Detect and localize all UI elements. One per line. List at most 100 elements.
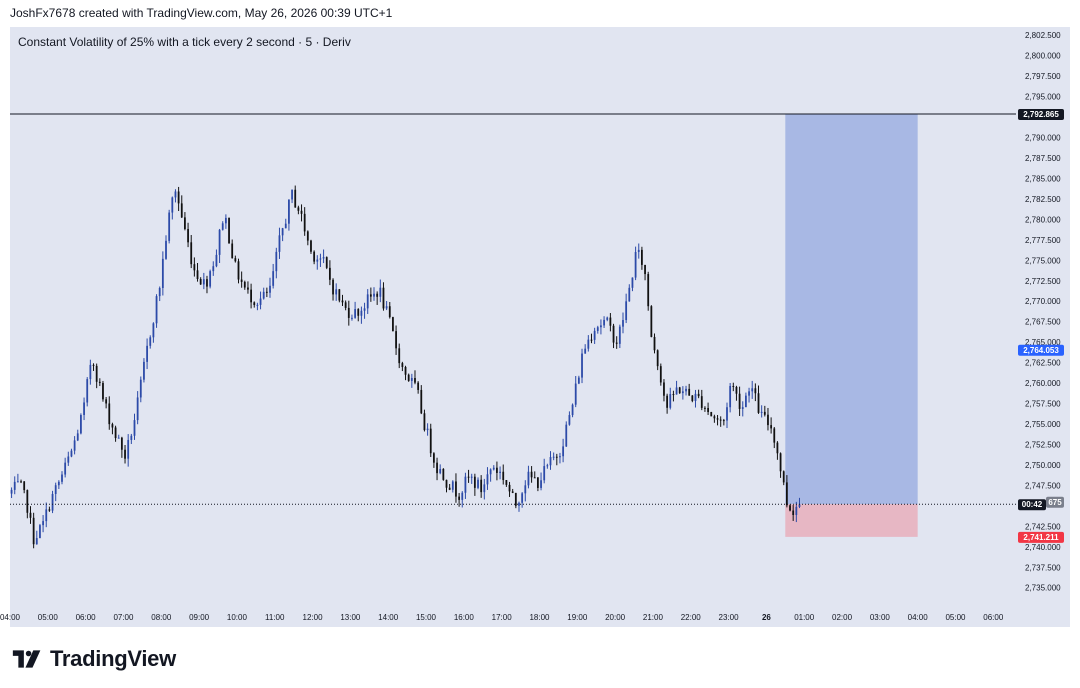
candle-body xyxy=(688,388,691,396)
price-tick-label: 2,767.500 xyxy=(1025,318,1061,327)
candle-body xyxy=(461,492,464,500)
candle-body xyxy=(735,386,738,394)
candle-body xyxy=(789,505,791,511)
price-tick-label: 2,785.000 xyxy=(1025,174,1061,183)
candle-body xyxy=(265,291,268,293)
candle-body xyxy=(470,476,473,478)
candle-body xyxy=(13,481,16,490)
candle-body xyxy=(388,306,391,318)
time-tick-label: 23:00 xyxy=(719,613,740,622)
candle-body xyxy=(455,481,457,497)
candle-body xyxy=(414,378,416,383)
candle-body xyxy=(344,302,347,308)
candle-body xyxy=(429,428,432,454)
price-tick-label: 2,757.500 xyxy=(1025,400,1061,409)
candle-body xyxy=(369,294,372,297)
candle-body xyxy=(511,491,514,493)
candle-body xyxy=(193,264,196,271)
stop-price-badge xyxy=(1018,531,1064,543)
candle-body xyxy=(628,287,631,302)
time-axis[interactable]: 04:00 05:00 06:00 07:00 08:00 09:00 10:00 11:00… xyxy=(0,613,1004,622)
candle-body xyxy=(729,386,732,408)
candle-body xyxy=(795,506,798,515)
candle-body xyxy=(653,336,656,351)
candle-body xyxy=(518,502,520,506)
candle-body xyxy=(577,377,580,384)
candle-body xyxy=(524,485,527,494)
candle-body xyxy=(67,456,70,463)
candle-body xyxy=(760,411,763,413)
time-tick-label: 21:00 xyxy=(643,613,664,622)
countdown-badge xyxy=(1018,499,1046,511)
position-tool[interactable] xyxy=(785,114,918,537)
time-tick-label: 18:00 xyxy=(529,613,550,622)
candle-body xyxy=(770,425,773,429)
candle-body xyxy=(237,261,240,280)
candle-body xyxy=(732,386,735,388)
stop-zone[interactable] xyxy=(785,504,918,537)
target-zone[interactable] xyxy=(785,114,918,505)
candle-body xyxy=(445,479,448,488)
candle-body xyxy=(666,395,669,408)
candle-body xyxy=(187,229,189,243)
price-tick-label: 2,770.000 xyxy=(1025,297,1061,306)
time-tick-label: 09:00 xyxy=(189,613,210,622)
price-tick-label: 2,797.500 xyxy=(1025,72,1061,81)
candle-body xyxy=(492,467,495,470)
candle-body xyxy=(218,229,221,255)
price-tick-label: 2,790.000 xyxy=(1025,134,1061,143)
candle-body xyxy=(240,279,243,282)
candle-body xyxy=(767,414,769,426)
target-price-badge xyxy=(1018,109,1064,121)
candle-body xyxy=(20,481,22,483)
candle-body xyxy=(565,424,568,447)
candle-body xyxy=(288,199,290,224)
candle-body xyxy=(451,481,454,490)
time-tick-label: 06:00 xyxy=(76,613,97,622)
candle-body xyxy=(152,323,155,338)
candle-body xyxy=(95,365,98,382)
tradingview-logo[interactable]: TradingView xyxy=(10,646,176,672)
candle-body xyxy=(338,289,341,301)
candle-body xyxy=(196,270,199,279)
candle-body xyxy=(496,467,498,473)
candle-body xyxy=(228,217,230,244)
candle-body xyxy=(224,217,227,224)
time-tick-label: 14:00 xyxy=(378,613,399,622)
candle-body xyxy=(536,477,539,488)
candle-body xyxy=(530,471,533,478)
time-tick-label: 19:00 xyxy=(567,613,588,622)
candle-body xyxy=(782,471,785,483)
candle-body xyxy=(625,301,628,321)
candle-body xyxy=(328,267,331,280)
candle-body xyxy=(631,277,634,288)
candle-body xyxy=(335,289,338,295)
candle-body xyxy=(448,487,451,490)
candle-body xyxy=(165,240,167,259)
candle-body xyxy=(581,353,583,378)
price-axis[interactable]: 2,802.500 2,800.000 2,797.500 2,795.000 2,79… xyxy=(1025,31,1061,593)
candle-body xyxy=(499,471,501,473)
candle-body xyxy=(700,396,703,408)
candle-body xyxy=(722,420,725,422)
candle-body xyxy=(439,468,442,474)
candle-body xyxy=(401,363,404,368)
candle-body xyxy=(212,266,215,272)
candle-body xyxy=(221,223,224,230)
candle-body xyxy=(202,279,205,285)
candle-body xyxy=(672,394,675,396)
price-scale-bg[interactable] xyxy=(1016,27,1070,627)
candle-body xyxy=(102,383,104,400)
candle-body xyxy=(303,213,306,232)
candle-body xyxy=(644,264,646,275)
candle-body xyxy=(609,317,612,326)
candle-body xyxy=(748,391,750,396)
time-tick-label: 11:00 xyxy=(265,613,285,622)
candle-body xyxy=(552,456,555,458)
candle-body xyxy=(80,415,82,434)
time-tick-label: 01:00 xyxy=(794,613,815,622)
candle-body xyxy=(505,480,508,485)
candle-body xyxy=(48,509,51,511)
